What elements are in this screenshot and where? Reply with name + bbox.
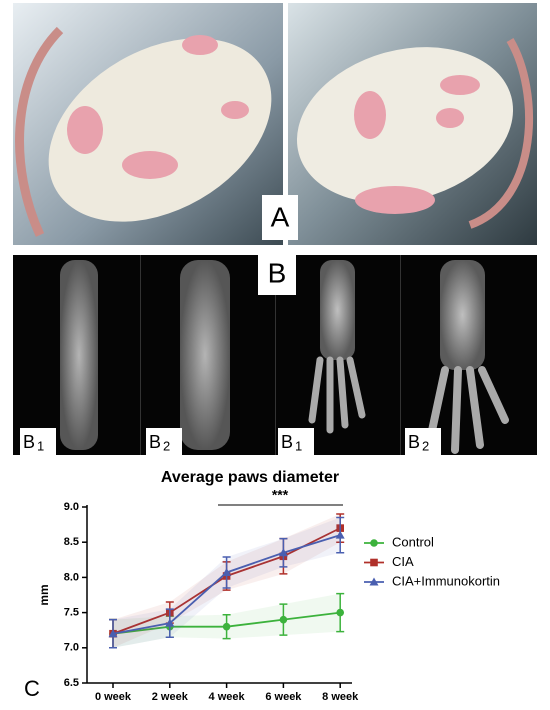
marker [108, 629, 118, 638]
marker [335, 530, 345, 539]
legend-label: CIA+Immunokortin [392, 573, 500, 588]
marker [369, 577, 379, 586]
sublabel-sub: 1 [37, 438, 44, 453]
marker [336, 608, 345, 617]
y-tick-label: 8.5 [64, 536, 79, 548]
label-box [146, 428, 182, 455]
y-tick-label: 9.0 [64, 501, 79, 513]
x-tick-label: 6 week [265, 691, 302, 703]
marker [370, 558, 378, 567]
x-tick-label: 0 week [95, 691, 132, 703]
label-box [20, 428, 56, 455]
y-tick-label: 8.0 [64, 571, 79, 583]
label-box [262, 195, 298, 240]
panel-label: B [268, 257, 287, 288]
sublabel-sub: 2 [422, 438, 429, 453]
x-tick-label: 8 week [322, 691, 359, 703]
marker [370, 539, 378, 547]
sublabel-letter: B [408, 432, 420, 452]
marker [222, 622, 231, 631]
marker [278, 548, 288, 557]
y-tick-label: 6.5 [64, 677, 79, 689]
y-tick-label: 7.0 [64, 642, 79, 654]
panel-label: A [271, 201, 290, 232]
panel-label: C [24, 676, 40, 701]
annotation: *** [272, 487, 289, 503]
sublabel-letter: B [281, 432, 293, 452]
label-box [258, 252, 296, 295]
photo-left [13, 3, 283, 245]
marker [279, 615, 288, 624]
y-tick-label: 7.5 [64, 607, 79, 619]
sublabel-letter: B [23, 432, 35, 452]
y-axis-label: mm [37, 584, 51, 605]
series [108, 516, 345, 649]
x-tick-label: 2 week [152, 691, 189, 703]
marker [165, 618, 175, 627]
marker [222, 567, 232, 576]
x-tick-label: 4 week [209, 691, 246, 703]
sublabel-letter: B [149, 432, 161, 452]
label-box [278, 428, 314, 455]
sublabel-sub: 1 [295, 438, 302, 453]
legend-label: Control [392, 534, 434, 549]
chart-title: Average paws diameter [161, 469, 339, 486]
legend-label: CIA [392, 554, 414, 569]
label-box [405, 428, 441, 455]
sublabel-sub: 2 [163, 438, 170, 453]
photo-right [288, 3, 537, 245]
